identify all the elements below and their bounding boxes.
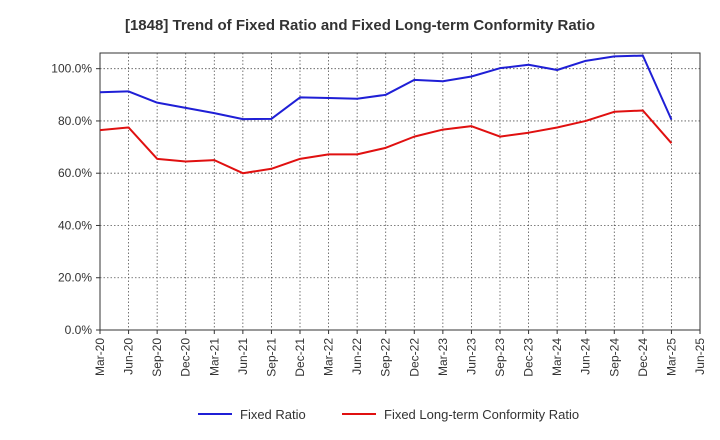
x-tick-label: Dec-21 [293, 338, 307, 377]
series-line-1 [99, 109, 673, 175]
x-tick-label: Mar-21 [207, 338, 221, 376]
x-tick-label: Jun-20 [122, 338, 136, 375]
x-tick-label: Mar-25 [664, 338, 678, 376]
x-tick-label: Jun-21 [236, 338, 250, 375]
chart-title: [1848] Trend of Fixed Ratio and Fixed Lo… [125, 17, 595, 34]
y-tick-label: 40.0% [58, 218, 92, 232]
x-tick-label: Jun-25 [693, 338, 707, 375]
x-tick-label: Mar-20 [93, 338, 107, 376]
x-tick-label: Jun-23 [464, 338, 478, 375]
x-tick-label: Mar-23 [436, 338, 450, 376]
series-layer [99, 54, 673, 175]
plot-frame [99, 52, 701, 331]
x-tick-label: Jun-24 [579, 338, 593, 375]
y-tick-label: 80.0% [58, 114, 92, 128]
x-tick-label: Sep-23 [493, 338, 507, 377]
legend-label-0: Fixed Ratio [240, 407, 306, 422]
x-tick-label: Jun-22 [350, 338, 364, 375]
y-tick-label: 100.0% [51, 62, 92, 76]
series-line-0 [99, 54, 673, 121]
y-tick-label: 60.0% [58, 166, 92, 180]
axis-layer: 0.0% 20.0% 40.0% 60.0% 80.0% 100.0% Mar-20 Jun-… [51, 52, 707, 377]
x-tick-label: Mar-22 [322, 338, 336, 376]
x-tick-label: Mar-24 [550, 338, 564, 376]
x-tick-label: Sep-24 [607, 338, 621, 377]
legend: Fixed Ratio Fixed Long-term Conformity Ra… [198, 407, 579, 422]
grid-layer [100, 53, 700, 330]
x-tick-label: Dec-20 [179, 338, 193, 377]
x-tick-label: Sep-20 [150, 338, 164, 377]
x-tick-label: Dec-23 [522, 338, 536, 377]
y-tick-label: 20.0% [58, 271, 92, 285]
legend-label-1: Fixed Long-term Conformity Ratio [384, 407, 579, 422]
x-tick-label: Dec-24 [636, 338, 650, 377]
x-tick-label: Sep-21 [264, 338, 278, 377]
x-tick-label: Dec-22 [407, 338, 421, 377]
x-tick-label: Sep-22 [379, 338, 393, 377]
y-tick-label: 0.0% [65, 323, 93, 337]
